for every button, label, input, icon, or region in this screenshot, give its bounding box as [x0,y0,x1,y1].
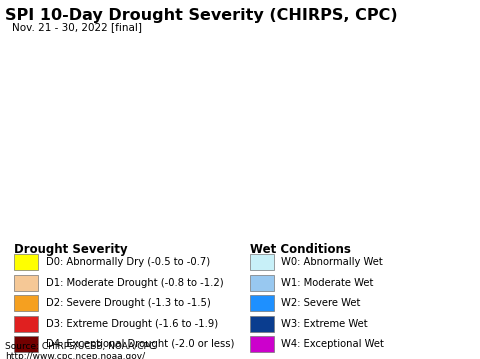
Bar [14,295,38,311]
Text: Wet Conditions: Wet Conditions [250,243,350,256]
Text: Source: CHIRPS/UCSB, NOAA/CPC: Source: CHIRPS/UCSB, NOAA/CPC [5,342,155,351]
Text: SPI 10-Day Drought Severity (CHIRPS, CPC): SPI 10-Day Drought Severity (CHIRPS, CPC… [5,8,397,23]
Text: D3: Extreme Drought (-1.6 to -1.9): D3: Extreme Drought (-1.6 to -1.9) [46,319,218,329]
Bar [250,316,274,332]
Text: Drought Severity: Drought Severity [14,243,128,256]
Text: D1: Moderate Drought (-0.8 to -1.2): D1: Moderate Drought (-0.8 to -1.2) [46,278,223,288]
Bar [14,336,38,352]
Text: http://www.cpc.ncep.noaa.gov/: http://www.cpc.ncep.noaa.gov/ [5,351,145,359]
Bar [14,316,38,332]
Text: D0: Abnormally Dry (-0.5 to -0.7): D0: Abnormally Dry (-0.5 to -0.7) [46,257,210,267]
Text: W4: Exceptional Wet: W4: Exceptional Wet [281,339,384,349]
Text: D2: Severe Drought (-1.3 to -1.5): D2: Severe Drought (-1.3 to -1.5) [46,298,210,308]
Bar [250,254,274,270]
Text: D4: Exceptional Drought (-2.0 or less): D4: Exceptional Drought (-2.0 or less) [46,339,234,349]
Bar [14,275,38,291]
Bar [250,336,274,352]
Text: W0: Abnormally Wet: W0: Abnormally Wet [281,257,383,267]
Bar [250,295,274,311]
Text: W1: Moderate Wet: W1: Moderate Wet [281,278,373,288]
Bar [14,254,38,270]
Text: Nov. 21 - 30, 2022 [final]: Nov. 21 - 30, 2022 [final] [12,22,142,32]
Text: W2: Severe Wet: W2: Severe Wet [281,298,360,308]
Text: W3: Extreme Wet: W3: Extreme Wet [281,319,367,329]
Bar [250,275,274,291]
